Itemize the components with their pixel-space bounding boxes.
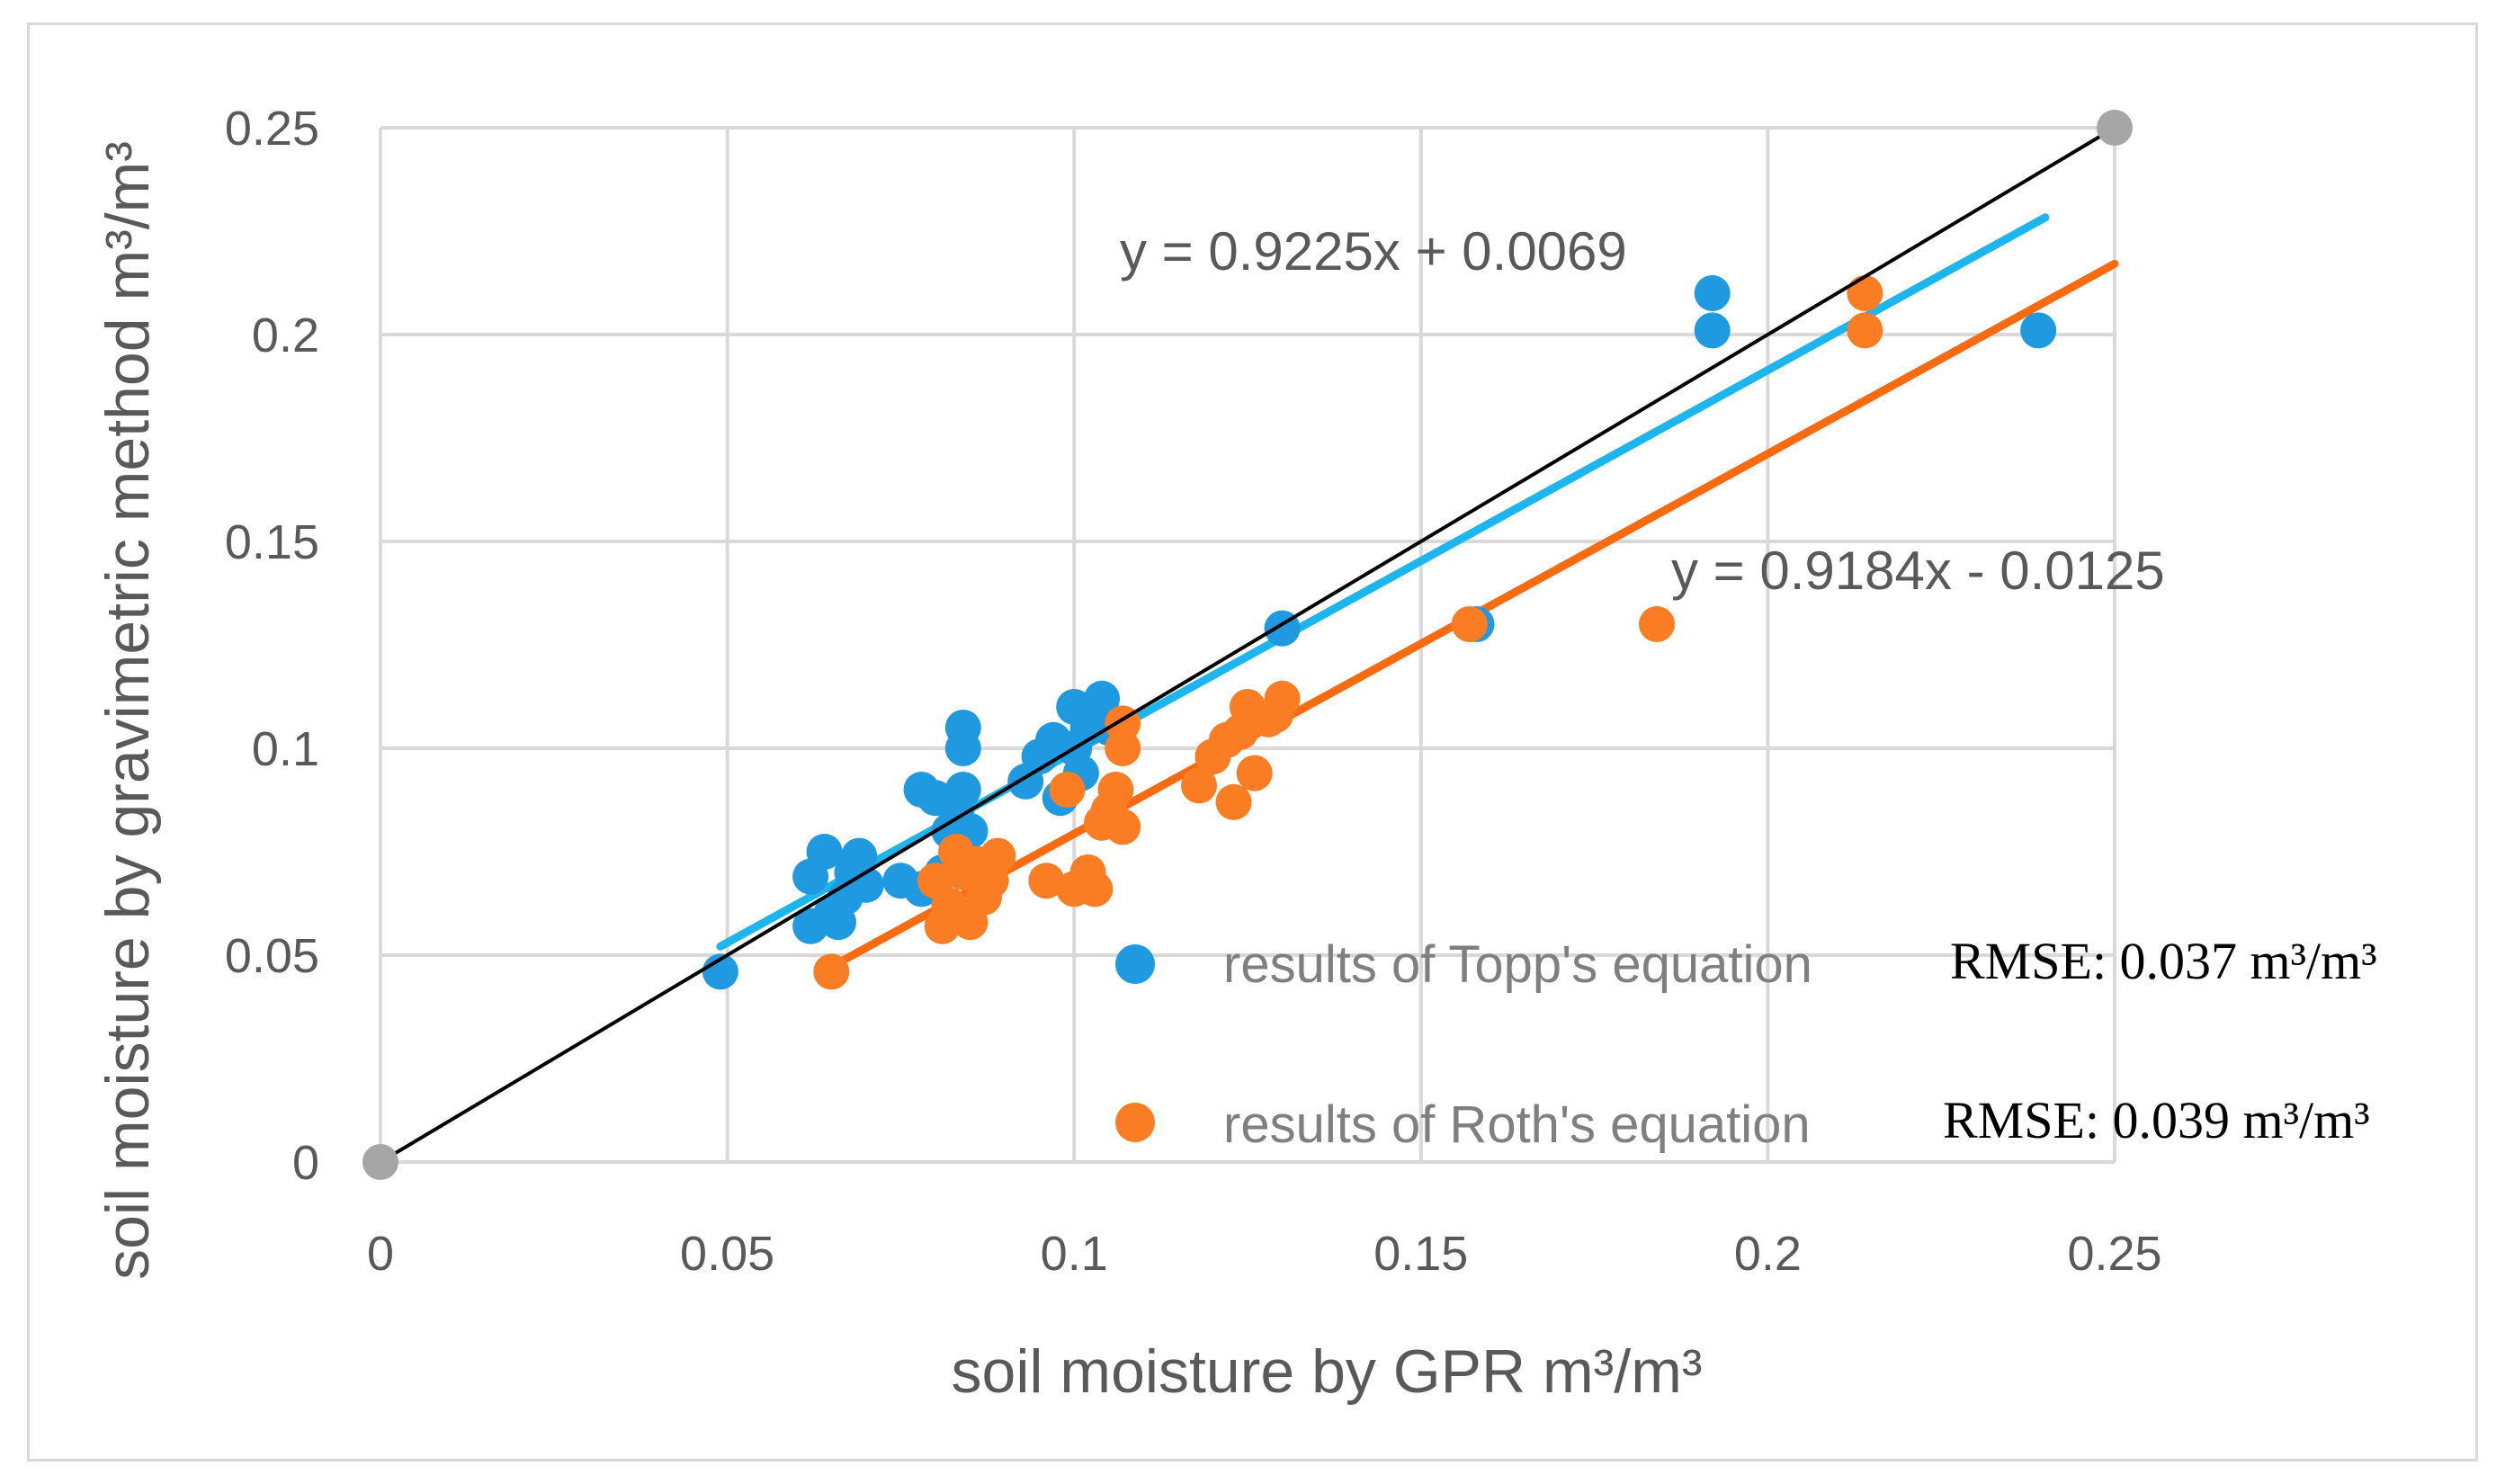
legend-label-topp: results of Topp's equation	[1223, 935, 1812, 994]
rmse-label-topp: RMSE: 0.037 m³/m³	[1950, 932, 2377, 990]
y-tick-label: 0.2	[252, 308, 319, 362]
legend-marker-roth	[1115, 1103, 1155, 1142]
data-point-roth	[1639, 606, 1676, 642]
data-point-topp	[1084, 680, 1121, 717]
x-tick-label: 0.05	[680, 1227, 774, 1281]
data-point-roth	[1236, 755, 1273, 791]
data-point-topp	[2020, 312, 2057, 349]
x-tick-label: 0.25	[2067, 1227, 2161, 1281]
data-point-topp	[1694, 275, 1731, 311]
data-point-topp	[944, 710, 981, 746]
legend-marker-topp	[1115, 944, 1155, 984]
reference-endpoint-end	[2097, 110, 2133, 146]
y-tick-label: 0.1	[252, 722, 319, 776]
data-points	[702, 275, 2057, 990]
data-point-roth	[1181, 767, 1218, 804]
rmse-label-roth: RMSE: 0.039 m³/m³	[1943, 1091, 2370, 1149]
legend: results of Topp's equation RMSE: 0.037 m…	[1115, 932, 2377, 1154]
data-point-roth	[1847, 312, 1883, 349]
data-point-roth	[813, 953, 850, 990]
reference-line-group	[362, 110, 2133, 1180]
data-point-roth	[1264, 680, 1301, 717]
data-point-roth	[1451, 606, 1488, 642]
data-point-topp	[1694, 312, 1731, 349]
y-tick-label: 0	[292, 1136, 319, 1190]
y-tick-label: 0.05	[225, 929, 319, 983]
data-point-roth	[1215, 783, 1252, 820]
data-point-roth	[1097, 772, 1134, 808]
x-axis-ticks: 0 0.05 0.1 0.15 0.2 0.25	[367, 1227, 2162, 1281]
x-tick-label: 0.2	[1734, 1227, 1802, 1281]
x-tick-label: 0.15	[1373, 1227, 1468, 1281]
roth-trend-equation: y = 0.9184x - 0.0125	[1671, 541, 2165, 601]
topp-trend-equation: y = 0.9225x + 0.0069	[1120, 221, 1627, 282]
y-tick-label: 0.15	[225, 515, 319, 569]
data-point-topp	[944, 772, 981, 808]
x-axis-title: soil moisture by GPR m³/m³	[952, 1337, 1703, 1406]
legend-label-roth: results of Roth's equation	[1223, 1095, 1811, 1154]
reference-endpoint-start	[362, 1144, 398, 1180]
y-axis-title: soil moisture by gravimetric method m³/m…	[94, 141, 162, 1280]
data-point-roth	[1847, 275, 1883, 311]
y-axis-ticks: 0 0.05 0.1 0.15 0.2 0.25	[225, 102, 319, 1190]
data-point-roth	[980, 837, 1016, 874]
data-point-roth	[1105, 809, 1141, 845]
data-point-roth	[1105, 730, 1141, 766]
y-tick-label: 0.25	[225, 102, 319, 156]
data-point-roth	[1028, 863, 1065, 899]
data-point-topp	[806, 834, 843, 870]
data-point-roth	[1049, 772, 1086, 808]
x-tick-label: 0	[367, 1227, 394, 1281]
x-tick-label: 0.1	[1041, 1227, 1108, 1281]
data-point-topp	[841, 837, 878, 874]
data-point-roth	[1077, 871, 1114, 907]
reference-line	[379, 126, 2116, 1164]
